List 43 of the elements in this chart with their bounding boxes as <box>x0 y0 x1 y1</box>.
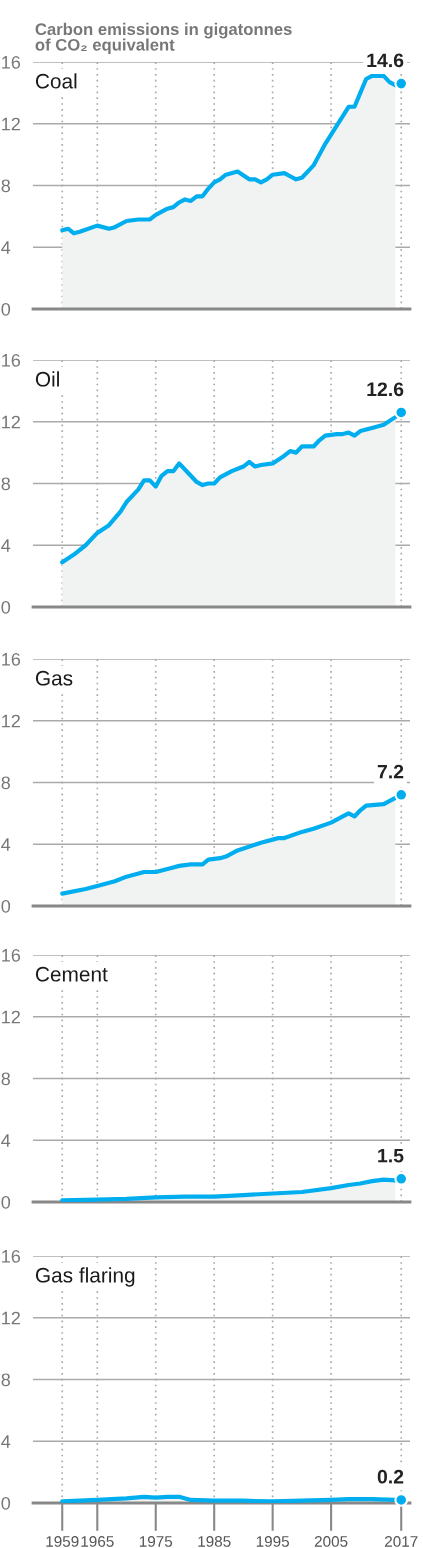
y-tick-label: 12 <box>2 1311 20 1325</box>
y-tick-label: 16 <box>2 948 21 962</box>
y-tick-label: 4 <box>1 539 11 552</box>
y-tick-label: 8 <box>1 776 11 790</box>
data-label: 12.6 <box>367 382 404 397</box>
data-label: 1.5 <box>378 1148 404 1163</box>
y-tick-label: 12 <box>2 714 20 728</box>
chart-title: Cement <box>35 966 108 982</box>
data-label: 7.2 <box>377 764 404 779</box>
chart-title: Gas <box>35 670 73 686</box>
y-tick-label: 4 <box>1 1134 11 1147</box>
y-tick-label: 0 <box>1 600 11 614</box>
chart-title: Coal <box>35 73 77 89</box>
y-tick-label: 16 <box>2 1249 21 1263</box>
y-tick-label: 8 <box>1 179 11 193</box>
data-label: 0.2 <box>377 1469 404 1484</box>
x-tick-label: 1985 <box>198 1536 231 1547</box>
y-tick-label: 12 <box>2 415 20 429</box>
y-tick-label: 0 <box>1 302 11 316</box>
data-label: 14.6 <box>367 53 404 68</box>
y-tick-label: 0 <box>1 1496 11 1510</box>
y-tick-label: 8 <box>1 1072 11 1086</box>
x-tick-label: 1965 <box>81 1536 114 1547</box>
y-tick-label: 16 <box>2 353 21 367</box>
y-tick-label: 16 <box>2 652 21 666</box>
y-tick-label: 12 <box>2 1010 20 1024</box>
y-tick-label: 0 <box>1 1195 11 1209</box>
text: Gas flaring <box>35 1267 135 1287</box>
y-tick-label: 4 <box>1 838 11 851</box>
y-tick-label: 12 <box>2 117 20 131</box>
x-tick-label: 1959 <box>46 1536 79 1547</box>
y-tick-label: 8 <box>1 477 11 491</box>
y-tick-label: 4 <box>1 241 11 254</box>
x-tick-label: 1995 <box>256 1536 289 1547</box>
x-tick-label: 2005 <box>314 1536 348 1547</box>
y-axis-title: Carbon emissions in gigatonnes of CO₂ equivalent <box>35 22 292 54</box>
chart-title: Oil <box>35 371 59 387</box>
x-tick-label: 1975 <box>139 1536 173 1547</box>
y-tick-label: 16 <box>2 55 21 69</box>
y-tick-label: 4 <box>1 1435 11 1448</box>
y-tick-label: 0 <box>1 899 11 913</box>
x-tick-label: 2017 <box>385 1536 418 1547</box>
y-tick-label: 8 <box>1 1373 11 1387</box>
